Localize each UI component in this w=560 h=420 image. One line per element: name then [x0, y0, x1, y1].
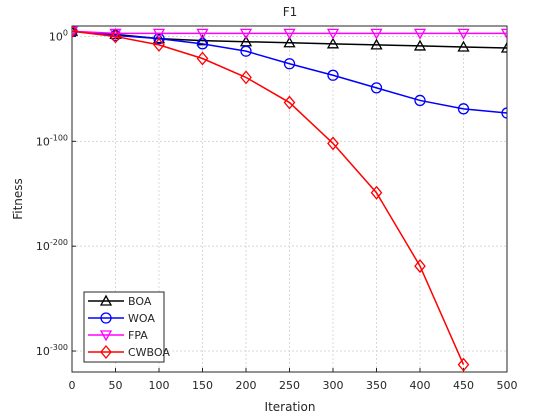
x-tick-label: 150	[192, 379, 213, 392]
marker	[100, 312, 112, 324]
x-tick-label: 300	[323, 379, 344, 392]
marker	[327, 136, 339, 151]
marker	[413, 28, 427, 40]
legend-box	[83, 291, 165, 363]
x-axis-label: Iteration	[265, 400, 316, 414]
x-tick-label: 100	[149, 379, 170, 392]
marker	[413, 39, 427, 51]
marker	[370, 28, 383, 40]
x-tick-label: 400	[410, 379, 431, 392]
y-tick-label: 10-200	[36, 238, 68, 253]
marker	[370, 38, 383, 50]
marker	[196, 28, 209, 40]
y-tick-label: 10-300	[36, 343, 68, 358]
y-tick-label: 10-100	[36, 133, 68, 148]
marker	[240, 70, 252, 85]
marker	[500, 28, 507, 40]
series-line	[72, 30, 465, 365]
marker	[370, 82, 383, 94]
chart-title: F1	[283, 5, 298, 19]
marker	[240, 45, 252, 57]
x-tick-label: 50	[109, 379, 123, 392]
y-tick-label: 100	[49, 28, 68, 43]
x-tick-label: 200	[236, 379, 257, 392]
series-line	[72, 30, 507, 114]
marker	[153, 37, 165, 52]
marker	[99, 294, 113, 306]
plot-area	[72, 26, 507, 372]
marker	[283, 58, 296, 70]
legend-label: WOA	[128, 312, 155, 325]
marker	[326, 37, 340, 49]
marker	[327, 69, 339, 81]
marker	[283, 28, 296, 40]
marker	[99, 330, 113, 342]
marker	[500, 41, 507, 53]
marker	[196, 51, 209, 66]
marker	[283, 95, 296, 110]
marker	[370, 185, 383, 200]
marker	[152, 28, 166, 40]
marker	[414, 259, 426, 274]
marker	[109, 29, 122, 44]
marker	[501, 107, 507, 119]
legend-label: BOA	[128, 295, 152, 308]
marker	[457, 28, 470, 40]
x-tick-label: 450	[453, 379, 474, 392]
y-axis-label: Fitness	[11, 178, 25, 220]
marker	[457, 40, 470, 52]
x-tick-label: 250	[279, 379, 300, 392]
x-tick-label: 0	[69, 379, 76, 392]
x-tick-label: 350	[366, 379, 387, 392]
marker	[457, 357, 470, 372]
marker	[239, 28, 253, 40]
marker	[326, 28, 340, 40]
x-tick-label: 500	[497, 379, 518, 392]
marker	[72, 26, 78, 39]
marker	[414, 94, 426, 107]
marker	[100, 344, 112, 360]
plot-frame	[71, 25, 508, 373]
marker	[457, 103, 470, 115]
marker	[283, 36, 296, 48]
legend-label: CWBOA	[128, 346, 170, 359]
series-line	[72, 30, 507, 35]
legend-label: FPA	[128, 329, 148, 342]
